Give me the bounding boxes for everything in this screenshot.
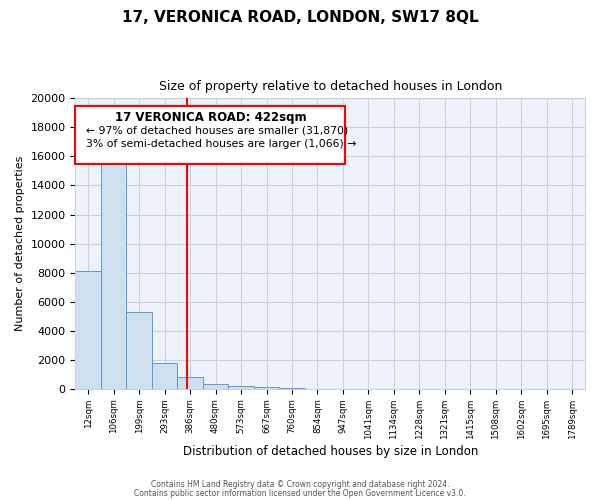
Text: ← 97% of detached houses are smaller (31,870): ← 97% of detached houses are smaller (31… [86,126,348,136]
Text: 17, VERONICA ROAD, LONDON, SW17 8QL: 17, VERONICA ROAD, LONDON, SW17 8QL [122,10,478,25]
Bar [228,386,254,389]
Bar [152,364,178,389]
Text: 3% of semi-detached houses are larger (1,066) →: 3% of semi-detached houses are larger (1… [86,139,356,149]
Bar [178,377,203,389]
Bar [101,148,127,389]
Bar [203,384,228,389]
Bar [279,388,305,389]
Text: Contains HM Land Registry data © Crown copyright and database right 2024.: Contains HM Land Registry data © Crown c… [151,480,449,489]
Bar [127,312,152,389]
Text: Contains public sector information licensed under the Open Government Licence v3: Contains public sector information licen… [134,489,466,498]
Text: 17 VERONICA ROAD: 422sqm: 17 VERONICA ROAD: 422sqm [115,112,306,124]
FancyBboxPatch shape [76,106,346,164]
Title: Size of property relative to detached houses in London: Size of property relative to detached ho… [158,80,502,93]
Bar [254,386,279,389]
Bar [76,271,101,389]
Y-axis label: Number of detached properties: Number of detached properties [15,156,25,332]
X-axis label: Distribution of detached houses by size in London: Distribution of detached houses by size … [182,444,478,458]
